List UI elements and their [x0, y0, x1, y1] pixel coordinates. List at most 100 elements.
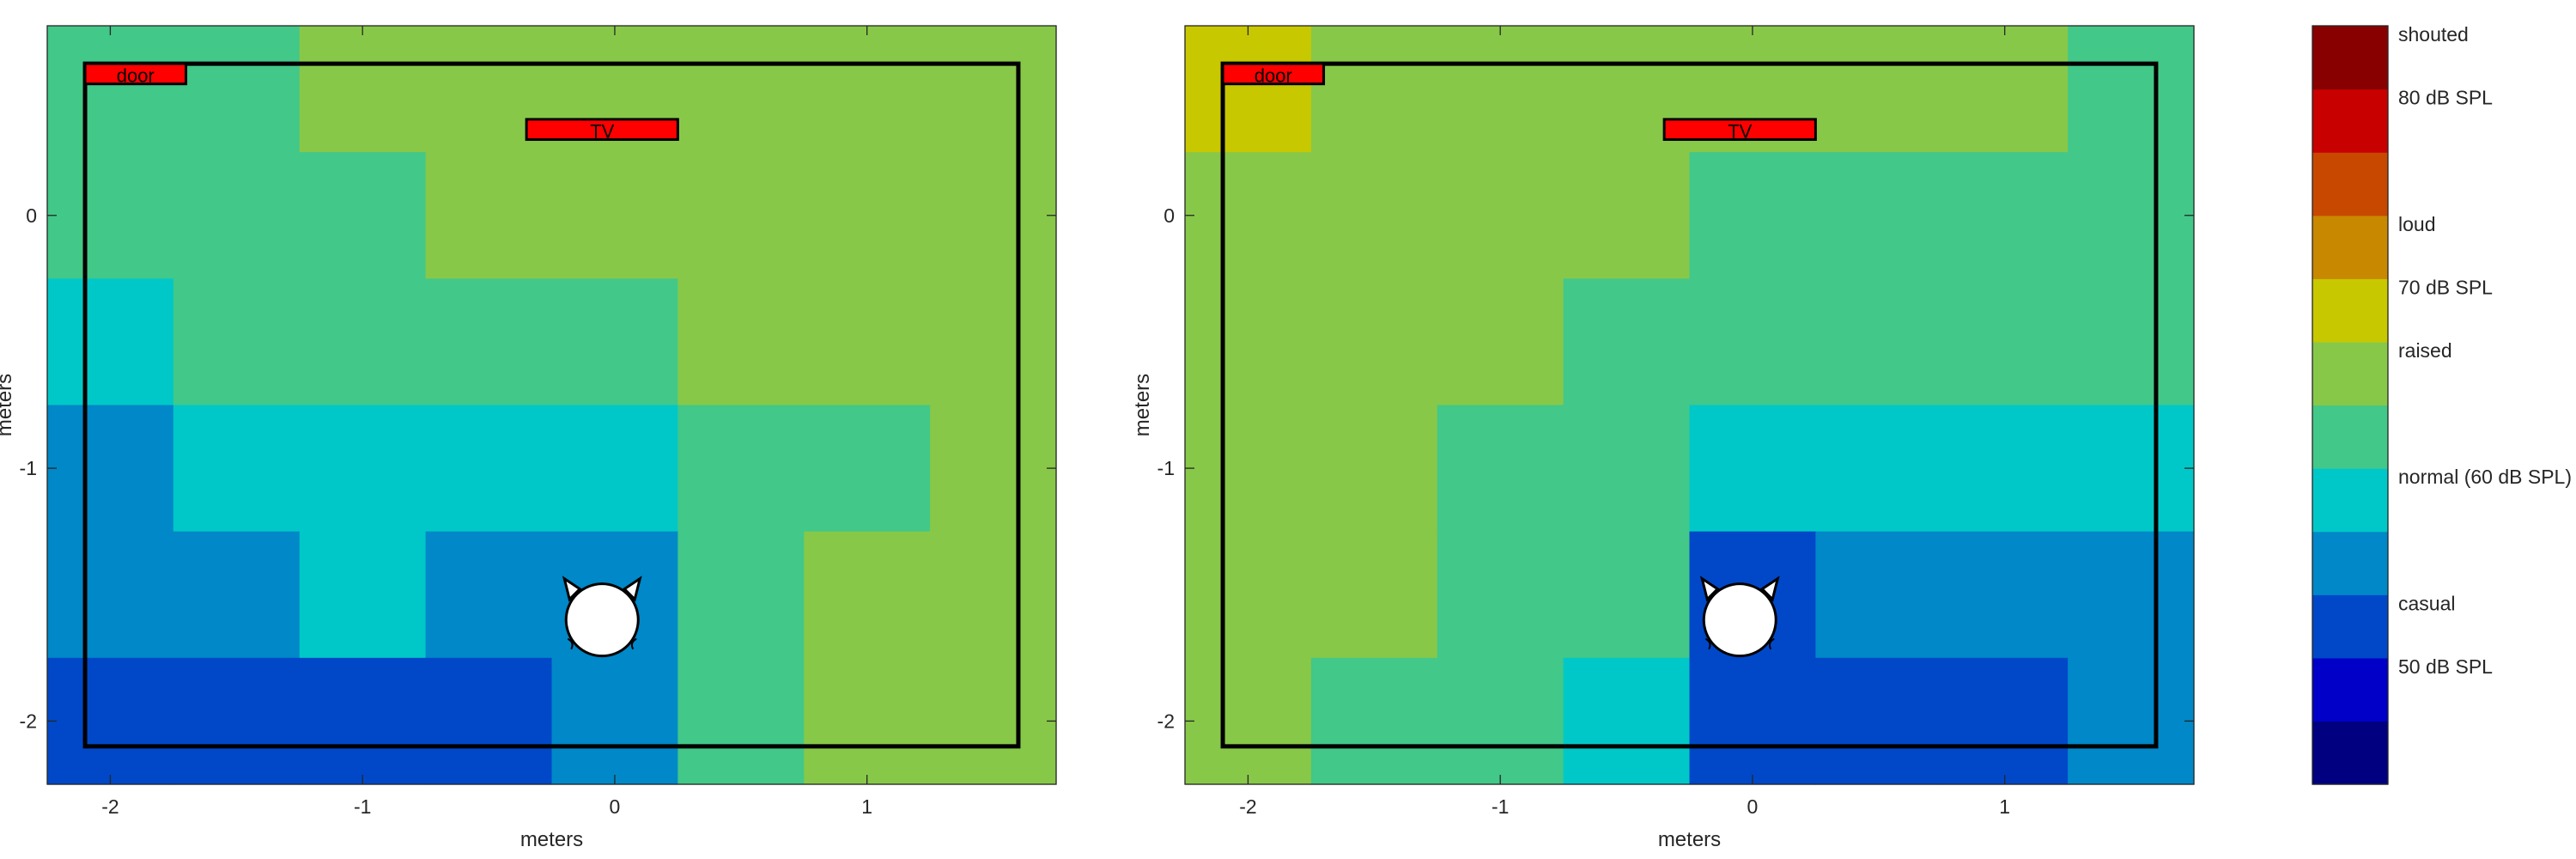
heatmap-cell: [1310, 657, 1438, 785]
heatmap-cell: [804, 152, 931, 279]
x-tick-label: -2: [101, 795, 118, 818]
y-tick-label: 0: [26, 204, 37, 227]
heatmap-cell: [930, 278, 1057, 406]
left-ear-icon: [562, 576, 582, 602]
heatmap-cell: [1689, 657, 1816, 785]
colorbar-label: raised: [2398, 339, 2452, 362]
x-axis-label: meters: [520, 828, 583, 851]
heatmap-cell: [2068, 405, 2195, 533]
heatmap-cell: [1185, 405, 1312, 533]
heatmap-cell: [2068, 278, 2195, 406]
heatmap-cell: [299, 26, 427, 153]
heatmap-cell: [299, 531, 427, 659]
tv-label: TV: [590, 120, 614, 142]
heatmap-cell: [1185, 152, 1312, 279]
heatmap-cell: [1941, 405, 2069, 533]
heatmap-cell: [1437, 278, 1564, 406]
heatmap-cell: [2068, 531, 2195, 659]
door-label: door: [1255, 65, 1292, 87]
heatmap-cell: [1815, 657, 1942, 785]
door-object: [1221, 62, 1326, 86]
colorbar-swatch: [2312, 152, 2388, 216]
heatmap-cell: [299, 152, 427, 279]
heatmap-cell: [804, 531, 931, 659]
heatmap-cell: [173, 657, 301, 785]
colorbar-swatch: [2312, 26, 2388, 90]
heatmap-cell: [1185, 657, 1312, 785]
heatmap-cell: [551, 405, 678, 533]
heatmap-cell: [1815, 405, 1942, 533]
left-heatmap-panel: -2 -1 0 1 0 -1 -2 meters meters door TV: [0, 25, 1057, 851]
heatmap-cell: [1941, 278, 2069, 406]
heatmap-cell: [930, 152, 1057, 279]
axes-frame: [1184, 25, 2195, 785]
colorbar: 50 dB SPL casual normal (60 dB SPL) raised 7…: [2312, 23, 2572, 785]
tv-object: [525, 118, 679, 141]
heatmap-cell: [1815, 152, 1942, 279]
x-tick-label: 1: [861, 795, 872, 818]
head-circle: [564, 582, 640, 658]
colorbar-swatch: [2312, 405, 2388, 469]
heatmap-cell: [804, 278, 931, 406]
heatmap-cell: [677, 531, 805, 659]
heatmap-cell: [425, 657, 553, 785]
colorbar-frame: [2312, 25, 2389, 785]
heatmap-cell: [1941, 657, 2069, 785]
heatmap-cell: [1310, 278, 1438, 406]
heatmap-cell: [2068, 657, 2195, 785]
heatmap-cell: [677, 152, 805, 279]
heatmap-cell: [930, 26, 1057, 153]
heatmap-cell: [930, 531, 1057, 659]
head-detail: [1704, 637, 1711, 650]
room-outline: [82, 61, 1021, 749]
colorbar-label: normal (60 dB SPL): [2398, 466, 2572, 488]
head-circle: [1702, 582, 1777, 658]
y-tick-label: 0: [1163, 204, 1175, 227]
heatmap-cell: [173, 531, 301, 659]
heatmap-cell: [677, 278, 805, 406]
heatmap-cell: [47, 278, 174, 406]
heatmap-cell: [551, 152, 678, 279]
heatmap-cell: [1563, 531, 1691, 659]
colorbar-swatch: [2312, 215, 2388, 279]
heatmap-cell: [1437, 152, 1564, 279]
heatmap-cell: [804, 657, 931, 785]
heatmap-cell: [1941, 26, 2069, 153]
door-object: [83, 62, 188, 86]
heatmap-cells: [1185, 26, 2195, 785]
colorbar-swatch: [2312, 721, 2388, 785]
colorbar-swatch: [2312, 657, 2388, 722]
x-tick-label: -1: [354, 795, 371, 818]
heatmap-cell: [677, 405, 805, 533]
heatmap-cell: [47, 405, 174, 533]
listener-head-icon: [562, 576, 642, 658]
heatmap-cell: [1185, 26, 1312, 153]
colorbar-label: 50 dB SPL: [2398, 655, 2493, 678]
heatmap-cell: [551, 278, 678, 406]
colorbar-label: 70 dB SPL: [2398, 276, 2493, 298]
heatmap-cell: [425, 405, 553, 533]
heatmap-cell: [677, 26, 805, 153]
heatmap-cell: [425, 152, 553, 279]
tv-label: TV: [1728, 120, 1752, 142]
heatmap-cell: [930, 405, 1057, 533]
y-tick-label: -1: [1157, 457, 1175, 479]
x-tick-label: 1: [1999, 795, 2010, 818]
x-axis-label: meters: [1658, 828, 1721, 851]
heatmap-cell: [930, 657, 1057, 785]
heatmap-cells: [47, 26, 1057, 785]
heatmap-cell: [804, 26, 931, 153]
left-ear-icon: [1699, 576, 1720, 602]
heatmap-cell: [299, 278, 427, 406]
heatmap-cell: [1815, 26, 1942, 153]
heatmap-cell: [1185, 531, 1312, 659]
y-axis-label: meters: [1131, 374, 1154, 436]
heatmap-cell: [1941, 531, 2069, 659]
heatmap-cell: [551, 657, 678, 785]
heatmap-cell: [173, 26, 301, 153]
heatmap-cell: [677, 657, 805, 785]
door-label: door: [117, 65, 155, 87]
heatmap-cell: [1563, 657, 1691, 785]
colorbar-label: loud: [2398, 213, 2435, 235]
heatmap-cell: [1689, 405, 1816, 533]
